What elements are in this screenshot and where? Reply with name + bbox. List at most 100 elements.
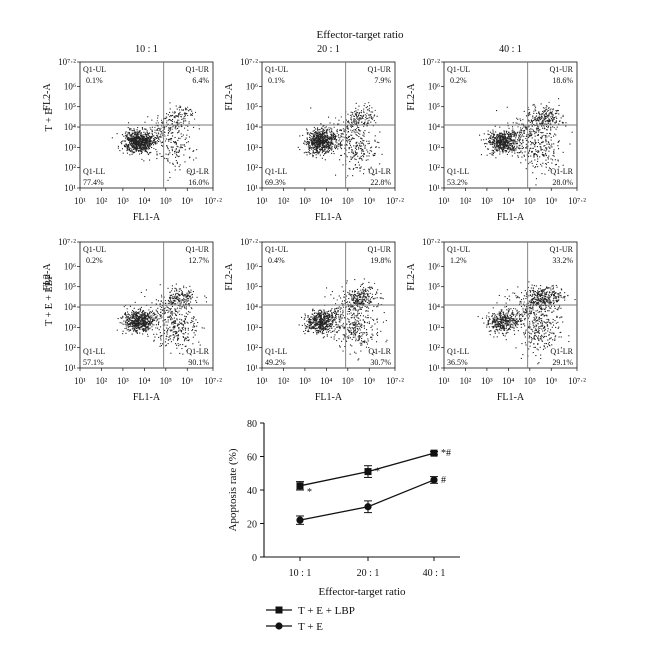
event-dot <box>552 109 554 111</box>
event-dot <box>172 135 174 137</box>
event-dot <box>340 141 342 143</box>
event-dot <box>530 147 532 149</box>
event-dot <box>361 137 363 139</box>
event-dot <box>176 296 178 298</box>
event-dot <box>136 142 138 144</box>
event-dot <box>485 146 487 148</box>
event-dot <box>316 327 318 329</box>
event-dot <box>370 121 372 123</box>
event-dot <box>355 142 357 144</box>
event-dot <box>535 120 537 122</box>
event-dot <box>160 130 162 132</box>
event-dot <box>351 125 353 127</box>
event-dot <box>174 111 176 113</box>
event-dot <box>337 143 339 145</box>
event-dot <box>361 149 363 151</box>
event-dot <box>181 292 183 294</box>
event-dot <box>122 140 124 142</box>
event-dot <box>173 328 175 330</box>
event-dot <box>335 141 337 143</box>
event-dot <box>142 324 144 326</box>
event-dot <box>352 151 354 153</box>
event-dot <box>565 125 567 127</box>
event-dot <box>360 289 362 291</box>
event-dot <box>546 119 548 121</box>
event-dot <box>136 327 138 329</box>
event-dot <box>138 317 140 319</box>
event-dot <box>340 144 342 146</box>
event-dot <box>160 308 162 310</box>
event-dot <box>345 302 347 303</box>
event-dot <box>546 108 548 110</box>
event-dot <box>169 119 171 121</box>
event-dot <box>492 154 494 156</box>
event-dot <box>163 308 165 310</box>
event-dot <box>334 134 336 136</box>
event-dot <box>170 297 172 299</box>
event-dot <box>188 170 190 172</box>
event-dot <box>537 160 539 162</box>
event-dot <box>157 307 159 309</box>
event-dot <box>181 322 183 324</box>
event-dot <box>318 131 320 133</box>
event-dot <box>330 144 332 146</box>
event-dot <box>333 136 335 137</box>
event-dot <box>143 143 145 145</box>
event-dot <box>550 116 552 118</box>
event-dot <box>492 151 494 153</box>
event-dot <box>550 113 552 115</box>
event-dot <box>536 154 538 156</box>
event-dot <box>502 139 504 141</box>
event-dot <box>175 150 177 152</box>
event-dot <box>350 117 352 119</box>
event-dot <box>182 293 184 295</box>
event-dot <box>534 108 536 110</box>
event-dot <box>494 151 496 153</box>
event-dot <box>518 137 520 139</box>
event-dot <box>542 162 544 164</box>
event-dot <box>137 312 139 314</box>
quadrant-ul-name: Q1-UL <box>447 65 470 74</box>
event-dot <box>304 140 306 142</box>
event-dot <box>147 133 149 135</box>
event-dot <box>122 316 124 318</box>
event-dot <box>164 118 166 120</box>
event-dot <box>366 123 368 125</box>
event-dot <box>148 313 150 315</box>
event-dot <box>514 134 516 136</box>
event-dot <box>160 300 162 302</box>
event-dot <box>536 128 538 130</box>
event-dot <box>534 139 536 141</box>
event-dot <box>540 119 542 120</box>
event-dot <box>541 121 543 123</box>
event-dot <box>353 124 355 125</box>
event-dot <box>530 132 532 134</box>
event-dot <box>174 125 176 127</box>
event-dot <box>499 151 501 153</box>
event-dot <box>499 146 501 148</box>
event-dot <box>361 142 363 144</box>
event-dot <box>143 143 145 145</box>
event-dot <box>146 316 148 318</box>
event-dot <box>330 127 332 129</box>
event-dot <box>313 143 315 145</box>
event-dot <box>320 123 322 125</box>
event-dot <box>177 335 179 337</box>
event-dot <box>342 132 344 134</box>
event-dot <box>544 173 546 175</box>
event-dot <box>330 136 332 138</box>
event-dot <box>170 316 172 318</box>
y-tick-label: 10¹ <box>64 363 76 373</box>
event-dot <box>171 128 173 130</box>
event-dot <box>188 311 190 313</box>
event-dot <box>358 303 360 305</box>
event-dot <box>494 140 496 142</box>
event-dot <box>356 141 358 143</box>
event-dot <box>331 138 333 140</box>
event-dot <box>542 141 544 143</box>
event-dot <box>128 319 130 321</box>
event-dot <box>177 132 179 134</box>
event-dot <box>352 153 354 155</box>
event-dot <box>175 322 177 324</box>
event-dot <box>161 316 163 318</box>
